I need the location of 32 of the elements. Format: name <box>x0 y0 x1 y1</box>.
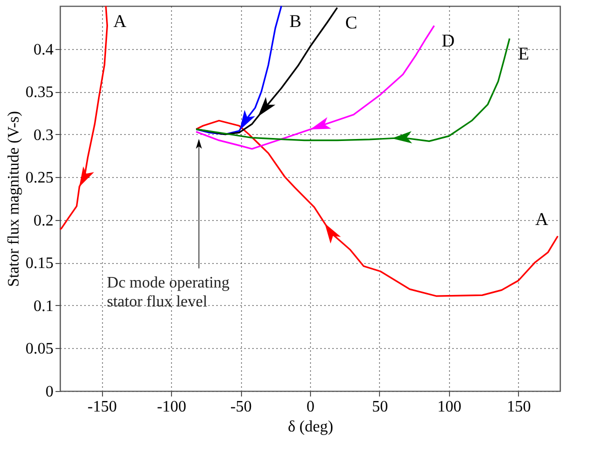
x-tick-label: 0 <box>306 398 314 416</box>
x-tick-label: 150 <box>506 398 531 416</box>
annotation: Dc mode operating stator flux level <box>106 274 230 310</box>
series-label: A <box>113 11 126 31</box>
point <box>79 166 94 187</box>
series-label: A <box>535 209 548 230</box>
y-axis-title: Stator flux magnitude (V-s) <box>6 111 22 287</box>
series-label: C <box>345 12 358 33</box>
point <box>240 110 256 130</box>
x-tick-label: 50 <box>372 398 388 416</box>
x-tick-label: -50 <box>230 398 252 416</box>
series-label: D <box>442 30 455 51</box>
line-series <box>59 5 108 230</box>
x-tick-label: -150 <box>88 398 117 416</box>
y-tick-label: 0.25 <box>26 170 54 187</box>
x-tick-label: -100 <box>156 398 186 416</box>
point <box>258 96 276 117</box>
line-series <box>195 6 338 136</box>
y-tick-label: 0.15 <box>26 255 54 272</box>
y-tick-label: 0.2 <box>34 212 54 230</box>
y-tick-label: 0.4 <box>34 41 54 58</box>
line-series <box>195 5 282 136</box>
series-label: B <box>289 11 302 31</box>
y-tick-label: 0.05 <box>26 340 54 358</box>
point <box>324 223 341 244</box>
x-axis-title: δ (deg) <box>288 418 334 436</box>
series-label: E <box>518 44 530 64</box>
y-tick-label: 0.3 <box>34 126 54 144</box>
y-tick-label: 0.1 <box>34 298 54 315</box>
x-tick-label: 100 <box>437 398 462 416</box>
y-tick-label: 0.35 <box>26 84 54 102</box>
y-tick-label: 0 <box>46 384 54 400</box>
